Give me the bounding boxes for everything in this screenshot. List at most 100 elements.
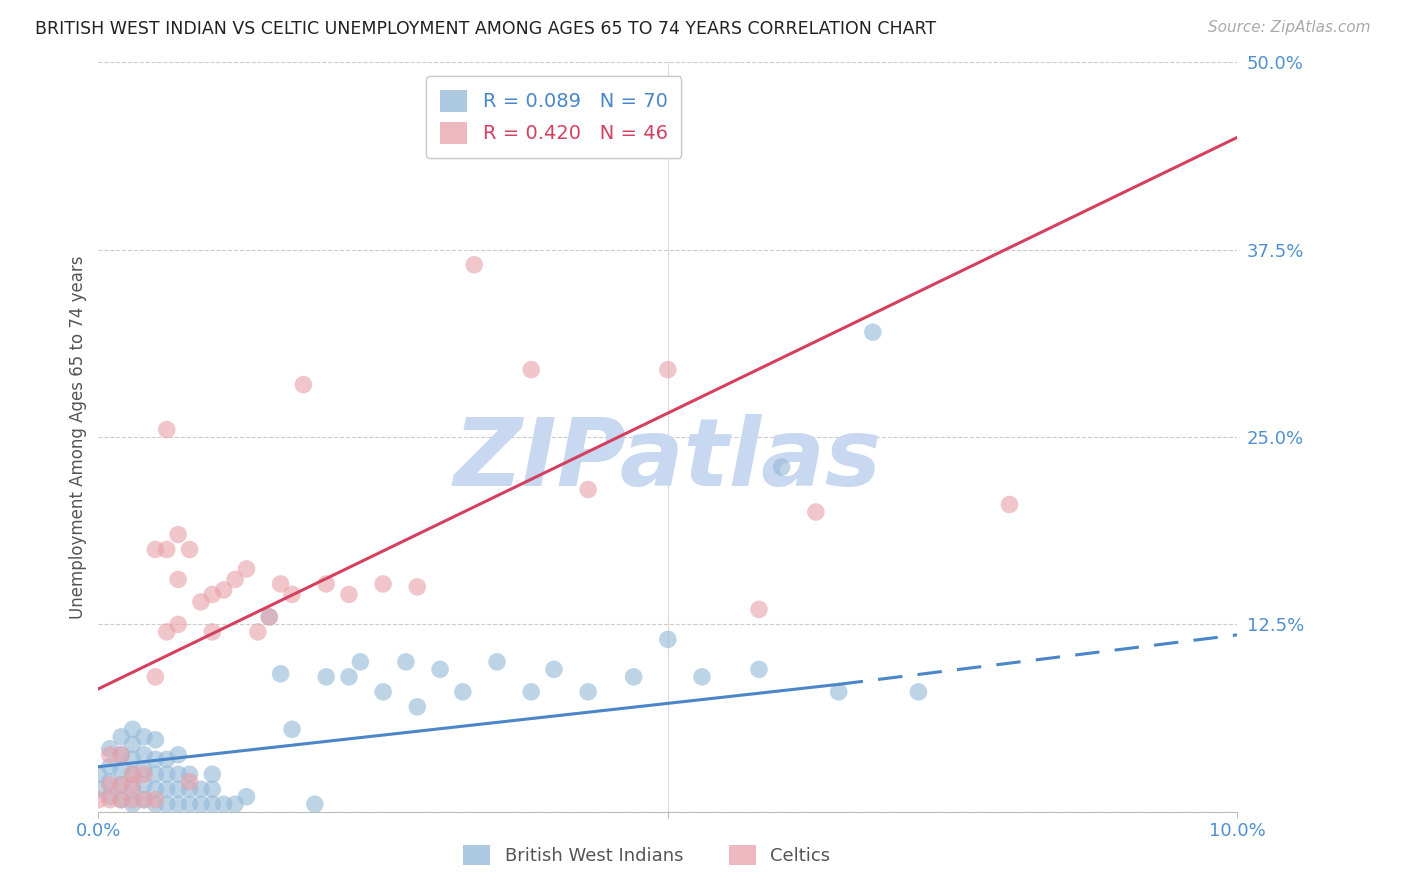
Point	[167, 573, 190, 587]
Point	[156, 423, 179, 437]
Point	[429, 662, 451, 676]
Point	[270, 666, 292, 681]
Point	[110, 778, 132, 792]
Point	[828, 685, 851, 699]
Point	[657, 362, 679, 376]
Point	[110, 730, 132, 744]
Point	[179, 782, 201, 797]
Point	[576, 483, 599, 497]
Point	[121, 752, 143, 766]
Point	[132, 747, 155, 762]
Point	[121, 737, 143, 751]
Point	[179, 767, 201, 781]
Point	[998, 498, 1021, 512]
Point	[576, 685, 599, 699]
Point	[212, 582, 235, 597]
Point	[235, 562, 257, 576]
Point	[270, 577, 292, 591]
Point	[98, 741, 121, 756]
Point	[110, 778, 132, 792]
Point	[132, 793, 155, 807]
Point	[145, 793, 167, 807]
Point	[87, 782, 110, 797]
Point	[373, 577, 395, 591]
Point	[543, 662, 565, 676]
Point	[259, 610, 281, 624]
Point	[121, 778, 143, 792]
Point	[167, 527, 190, 541]
Point	[156, 542, 179, 557]
Point	[156, 752, 179, 766]
Point	[145, 752, 167, 766]
Point	[623, 670, 645, 684]
Point	[132, 778, 155, 792]
Point	[212, 797, 235, 812]
Point	[520, 685, 543, 699]
Point	[156, 624, 179, 639]
Point	[304, 797, 326, 812]
Point	[690, 670, 713, 684]
Point	[167, 767, 190, 781]
Legend: R = 0.089   N = 70, R = 0.420   N = 46: R = 0.089 N = 70, R = 0.420 N = 46	[426, 76, 682, 158]
Point	[121, 767, 143, 781]
Point	[156, 782, 179, 797]
Point	[292, 377, 315, 392]
Point	[235, 789, 257, 804]
Point	[463, 258, 485, 272]
Point	[657, 632, 679, 647]
Point	[156, 797, 179, 812]
Point	[451, 685, 474, 699]
Y-axis label: Unemployment Among Ages 65 to 74 years: Unemployment Among Ages 65 to 74 years	[69, 255, 87, 619]
Text: BRITISH WEST INDIAN VS CELTIC UNEMPLOYMENT AMONG AGES 65 TO 74 YEARS CORRELATION: BRITISH WEST INDIAN VS CELTIC UNEMPLOYME…	[35, 20, 936, 37]
Point	[167, 782, 190, 797]
Point	[87, 767, 110, 781]
Point	[121, 797, 143, 812]
Point	[145, 542, 167, 557]
Point	[406, 580, 429, 594]
Point	[132, 763, 155, 777]
Point	[281, 723, 304, 737]
Point	[121, 793, 143, 807]
Point	[98, 774, 121, 789]
Point	[110, 747, 132, 762]
Point	[748, 662, 770, 676]
Point	[190, 595, 212, 609]
Point	[201, 587, 224, 601]
Point	[201, 797, 224, 812]
Point	[281, 587, 304, 601]
Point	[156, 767, 179, 781]
Text: Source: ZipAtlas.com: Source: ZipAtlas.com	[1208, 20, 1371, 35]
Point	[201, 782, 224, 797]
Point	[201, 767, 224, 781]
Point	[167, 797, 190, 812]
Point	[337, 670, 360, 684]
Point	[337, 587, 360, 601]
Point	[201, 624, 224, 639]
Point	[98, 789, 121, 804]
Point	[132, 730, 155, 744]
Point	[98, 747, 121, 762]
Point	[145, 782, 167, 797]
Point	[429, 137, 451, 152]
Point	[373, 685, 395, 699]
Point	[315, 577, 337, 591]
Point	[110, 793, 132, 807]
Point	[110, 763, 132, 777]
Point	[259, 610, 281, 624]
Point	[179, 797, 201, 812]
Point	[98, 778, 121, 792]
Point	[224, 573, 246, 587]
Point	[145, 767, 167, 781]
Point	[179, 542, 201, 557]
Point	[224, 797, 246, 812]
Point	[110, 747, 132, 762]
Point	[167, 747, 190, 762]
Point	[907, 685, 929, 699]
Point	[132, 767, 155, 781]
Point	[121, 723, 143, 737]
Point	[145, 797, 167, 812]
Point	[98, 760, 121, 774]
Point	[145, 732, 167, 747]
Point	[315, 670, 337, 684]
Point	[804, 505, 827, 519]
